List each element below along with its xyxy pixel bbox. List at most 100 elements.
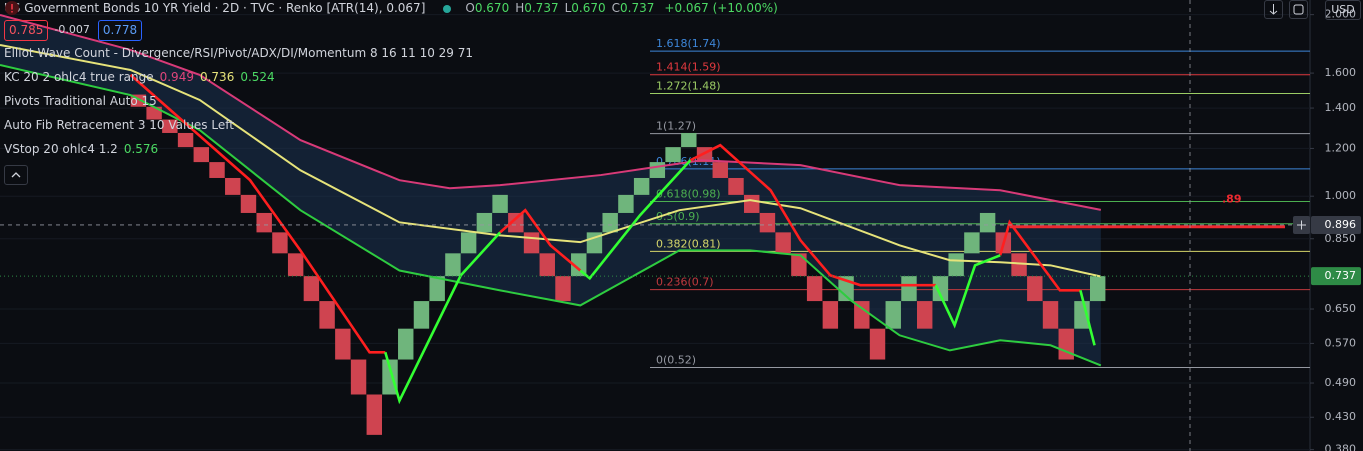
renko-brick [571, 253, 587, 277]
renko-brick [413, 301, 430, 329]
channel-fill [0, 14, 1101, 366]
y-tick-label: 0.850 [1325, 232, 1357, 245]
indicator-list: Elliot Wave Count - Divergence/RSI/Pivot… [4, 1, 778, 161]
ohlc-value: 0.737 [524, 1, 559, 15]
y-tick-label: 1.200 [1325, 141, 1357, 154]
indicator-label: VStop 20 ohlc4 1.2 [4, 142, 118, 156]
indicator-row[interactable]: Auto Fib Retracement 3 10 Values Left [4, 113, 778, 137]
fib-label: 1(1.27) [656, 120, 696, 133]
y-tick-label: 0.380 [1325, 443, 1357, 451]
y-tick-label: 1.400 [1325, 101, 1357, 114]
drawn-label: .89 [1222, 193, 1242, 206]
currency-button[interactable]: USD [1325, 0, 1361, 20]
renko-brick [225, 177, 241, 195]
y-tick-label: 0.570 [1325, 336, 1357, 349]
renko-brick [602, 212, 618, 233]
indicator-line [0, 64, 1102, 367]
ohlc-key: L [564, 1, 572, 15]
renko-brick [335, 328, 351, 360]
renko-brick [1027, 276, 1043, 302]
ohlc-key: H [515, 1, 525, 15]
indicator-line [129, 73, 386, 354]
renko-brick [854, 301, 870, 329]
ohlc-value: 0.670 [474, 1, 510, 15]
renko-brick [256, 212, 272, 233]
renko-brick [759, 212, 776, 233]
indicator-label: Elliot Wave Count - Divergence/RSI/Pivot… [4, 46, 474, 60]
renko-brick [319, 301, 335, 329]
renko-brick [869, 328, 886, 360]
indicator-row[interactable]: Pivots Traditional Auto 15 [4, 89, 778, 113]
ohlc-key: O [465, 1, 475, 15]
indicator-label: KC 20 2 ohlc4 true range [4, 70, 154, 84]
last-price-box [1311, 267, 1361, 286]
renko-brick [948, 253, 964, 277]
last-price-label: 0.737 [1325, 269, 1357, 282]
indicator-line [934, 254, 1001, 329]
ohlc-value: 0.737 [620, 1, 655, 15]
renko-brick [901, 276, 917, 302]
indicator-row[interactable]: KC 20 2 ohlc4 true range 0.949 0.736 0.524 [4, 65, 778, 89]
fullscreen-button[interactable] [1289, 0, 1308, 19]
indicator-row[interactable]: Elliot Wave Count - Divergence/RSI/Pivot… [4, 1, 778, 65]
y-tick-label: 0.650 [1325, 302, 1357, 315]
renko-brick [618, 194, 634, 213]
renko-brick [193, 147, 210, 163]
renko-brick [476, 212, 493, 233]
renko-brick [775, 232, 791, 254]
renko-brick [460, 232, 477, 254]
crosshair-label: 0.896 [1325, 218, 1357, 231]
renko-brick [240, 194, 257, 213]
collapse-button[interactable] [4, 165, 28, 185]
indicator-line [499, 208, 582, 272]
fib-label: 1.272(1.48) [656, 80, 721, 93]
ask[interactable]: 0.778 [97, 19, 143, 41]
renko-brick [209, 162, 225, 178]
fib-label: 0.236(0.7) [656, 276, 714, 289]
header-row: US Government Bonds 10 YR Yield · 2D · T… [4, 0, 778, 17]
fullscreen-icon [1293, 4, 1304, 15]
renko-brick [555, 276, 571, 302]
bid[interactable]: 0.785 [4, 19, 49, 41]
indicator-line [0, 13, 1102, 211]
renko-brick [681, 132, 697, 148]
renko-brick [492, 194, 508, 213]
renko-brick [287, 253, 304, 277]
renko-brick [350, 359, 367, 395]
renko-brick [539, 253, 555, 277]
indicator-line [1079, 290, 1096, 346]
legend: US Government Bonds 10 YR Yield · 2D · T… [4, 0, 778, 185]
fib-label: 0(0.52) [656, 353, 696, 366]
indicator-value: 0.524 [240, 70, 275, 84]
renko-brick [917, 301, 933, 329]
fib-label: 0.5(0.9) [656, 210, 700, 223]
indicator-line [384, 231, 502, 405]
plus-icon [1297, 220, 1306, 230]
status-dot [443, 4, 452, 13]
indicator-label: Auto Fib Retracement 3 10 Values Left [4, 118, 234, 132]
renko-brick [508, 212, 524, 233]
renko-brick [964, 232, 980, 254]
y-tick-label: 2.000 [1325, 8, 1357, 21]
ohlc-value: 0.670 [571, 1, 606, 15]
renko-brick [1042, 301, 1059, 329]
scroll-icon [1269, 4, 1278, 15]
y-tick-label: 1.600 [1325, 66, 1357, 79]
renko-brick [445, 253, 461, 277]
ohlc-key: C [611, 1, 621, 15]
scroll-button[interactable] [1264, 0, 1283, 19]
renko-brick [366, 394, 382, 435]
indicator-value: 0.949 [159, 70, 194, 84]
renko-brick [806, 276, 823, 302]
symbol-title[interactable]: US Government Bonds 10 YR Yield · 2D · T… [4, 1, 426, 15]
ohlc: O0.670 H0.737 L0.670 C0.737 [465, 0, 660, 17]
indicator-value: 0.576 [123, 142, 159, 156]
renko-brick [791, 253, 807, 277]
renko-brick [728, 177, 744, 195]
renko-brick [979, 212, 996, 233]
warning-icon[interactable] [4, 0, 20, 16]
fib-label: 1.414(1.59) [656, 61, 721, 74]
indicator-row[interactable]: VStop 20 ohlc4 1.2 0.576 [4, 137, 778, 161]
fib-label: 1.618(1.74) [656, 37, 721, 50]
